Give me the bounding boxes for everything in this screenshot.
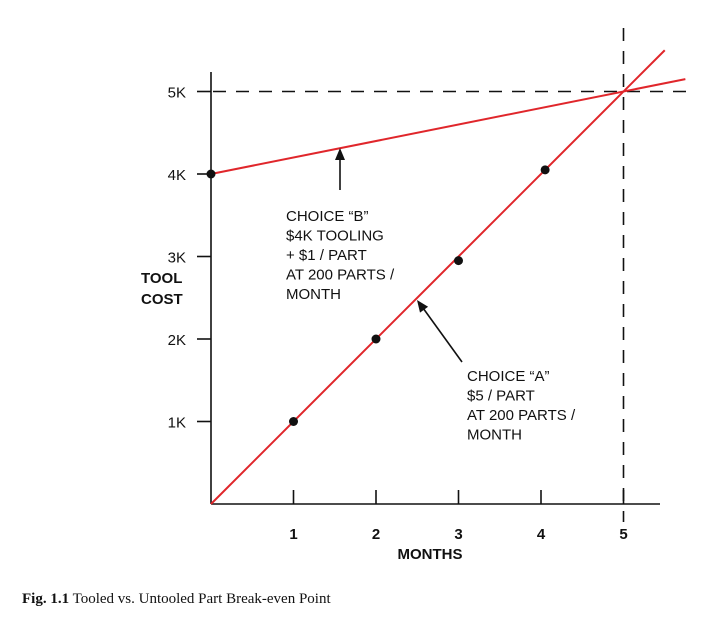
x-tick-label: 1 — [289, 526, 297, 543]
choice-a-annotation-line: $5 / PART — [467, 388, 535, 405]
choice-a-data-point — [289, 417, 298, 426]
choice-a-data-point — [454, 256, 463, 266]
choice-a-data-point — [540, 165, 550, 175]
choice-b-line — [210, 78, 686, 175]
y-tick-label: 5K — [168, 85, 186, 102]
choice-b-arrow-head — [335, 148, 345, 160]
choice-a-annotation-line: AT 200 PARTS / — [467, 407, 576, 424]
choice-b-annotation-line: + $1 / PART — [286, 247, 367, 264]
x-tick-label: 4 — [537, 526, 546, 543]
choice-b-data-point — [206, 169, 216, 179]
choice-a-arrow-shaft — [422, 307, 463, 363]
x-tick-label: 5 — [619, 526, 627, 543]
caption-text: Tooled vs. Untooled Part Break-even Poin… — [72, 591, 331, 607]
figure-caption: Fig. 1.1 Tooled vs. Untooled Part Break-… — [22, 591, 331, 608]
y-axis-title-line: COST — [141, 291, 183, 308]
choice-b-annotation-line: AT 200 PARTS / — [286, 267, 395, 284]
y-axis-title-line: TOOL — [141, 270, 182, 287]
break-even-chart: 1 2 3 4 5 MONTHS 1K 2K 3K 4K 5K TOOL COST CHOICE “B”… — [141, 28, 695, 563]
x-axis-title: MONTHS — [398, 546, 463, 563]
x-tick-label: 3 — [454, 526, 462, 543]
choice-a-data-point — [371, 334, 381, 344]
choice-b-annotation-line: MONTH — [286, 286, 341, 303]
y-tick-label: 4K — [168, 167, 186, 184]
choice-b-annotation-line: CHOICE “B” — [286, 208, 369, 225]
choice-a-arrow-head — [417, 300, 429, 313]
choice-a-annotation-line: MONTH — [467, 427, 522, 444]
y-tick-label: 3K — [168, 250, 186, 267]
y-tick-label: 2K — [168, 332, 186, 349]
x-tick-label: 2 — [372, 526, 380, 543]
choice-a-line — [210, 49, 666, 505]
choice-b-annotation-line: $4K TOOLING — [286, 228, 384, 245]
axes: 1 2 3 4 5 MONTHS 1K 2K 3K 4K 5K TOOL COST — [141, 28, 695, 563]
y-tick-label: 1K — [168, 415, 186, 432]
caption-label: Fig. 1.1 — [22, 591, 70, 607]
series-group — [206, 49, 686, 505]
choice-a-annotation-line: CHOICE “A” — [467, 368, 550, 385]
annotations-group: CHOICE “B” $4K TOOLING + $1 / PART AT 200 P… — [286, 148, 576, 444]
